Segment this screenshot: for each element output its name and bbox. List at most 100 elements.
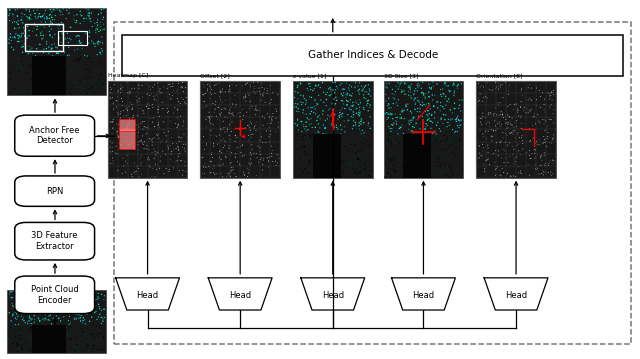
Point — [440, 139, 450, 145]
Point — [428, 131, 438, 136]
Point — [12, 349, 22, 355]
Point — [172, 115, 182, 120]
Point — [543, 163, 554, 168]
Point — [492, 100, 502, 106]
Point — [225, 89, 236, 94]
Point — [298, 124, 308, 130]
Point — [392, 103, 403, 108]
Point — [301, 140, 312, 146]
Point — [545, 116, 556, 122]
Point — [70, 325, 81, 331]
Point — [79, 90, 89, 95]
Point — [408, 135, 418, 141]
Point — [353, 153, 363, 159]
Point — [330, 79, 340, 85]
Point — [4, 18, 15, 23]
Point — [177, 85, 188, 90]
Point — [6, 45, 17, 50]
Point — [298, 122, 308, 127]
Point — [12, 6, 22, 12]
Point — [43, 85, 53, 90]
Point — [216, 88, 226, 94]
Point — [402, 148, 412, 154]
Point — [484, 120, 495, 126]
Point — [96, 7, 106, 13]
Point — [438, 140, 448, 146]
Point — [387, 156, 397, 162]
Point — [13, 18, 23, 24]
Point — [502, 142, 513, 148]
Point — [10, 7, 20, 13]
Point — [174, 134, 184, 140]
Point — [60, 333, 70, 339]
Point — [344, 87, 355, 93]
Point — [321, 125, 331, 131]
Point — [77, 46, 88, 51]
Point — [396, 116, 406, 121]
Point — [545, 93, 555, 99]
Point — [503, 159, 513, 165]
Point — [91, 30, 101, 36]
Point — [205, 90, 216, 95]
Point — [321, 148, 331, 154]
Point — [360, 161, 370, 167]
Point — [88, 40, 99, 46]
Point — [354, 87, 364, 92]
Point — [346, 114, 356, 120]
Point — [26, 346, 36, 352]
Point — [90, 20, 100, 26]
Point — [483, 129, 493, 134]
Point — [444, 96, 454, 102]
Point — [44, 328, 54, 334]
Point — [166, 156, 176, 162]
Point — [49, 7, 59, 13]
Point — [362, 89, 372, 95]
Point — [495, 112, 506, 117]
Point — [115, 86, 125, 92]
Point — [155, 90, 165, 96]
Point — [405, 108, 415, 114]
Point — [340, 143, 350, 149]
Point — [147, 139, 157, 145]
Point — [35, 30, 45, 36]
Point — [109, 106, 119, 112]
Point — [425, 133, 435, 139]
Point — [97, 46, 107, 52]
Point — [526, 150, 536, 156]
Point — [232, 145, 243, 150]
Point — [116, 109, 126, 115]
Point — [330, 134, 340, 140]
Point — [327, 101, 337, 107]
Point — [150, 149, 160, 155]
Point — [108, 118, 118, 124]
Point — [37, 36, 47, 42]
Point — [40, 296, 51, 302]
Point — [443, 120, 453, 125]
Point — [314, 82, 324, 88]
Point — [355, 169, 365, 175]
Point — [106, 90, 116, 96]
Point — [154, 131, 164, 137]
Point — [22, 48, 32, 53]
Point — [83, 336, 93, 342]
Point — [382, 85, 392, 91]
Point — [500, 120, 511, 126]
Point — [68, 292, 78, 298]
Point — [408, 131, 418, 137]
Point — [161, 139, 172, 145]
Point — [364, 86, 374, 92]
Point — [485, 124, 495, 130]
Point — [337, 171, 348, 177]
Point — [132, 142, 143, 148]
Point — [144, 157, 154, 163]
Point — [310, 171, 320, 177]
Point — [452, 113, 463, 119]
Point — [177, 135, 187, 141]
Point — [386, 158, 396, 164]
Point — [309, 97, 319, 103]
Point — [497, 166, 508, 172]
Point — [422, 113, 433, 119]
Point — [164, 82, 174, 88]
Point — [231, 151, 241, 157]
Point — [59, 58, 69, 64]
